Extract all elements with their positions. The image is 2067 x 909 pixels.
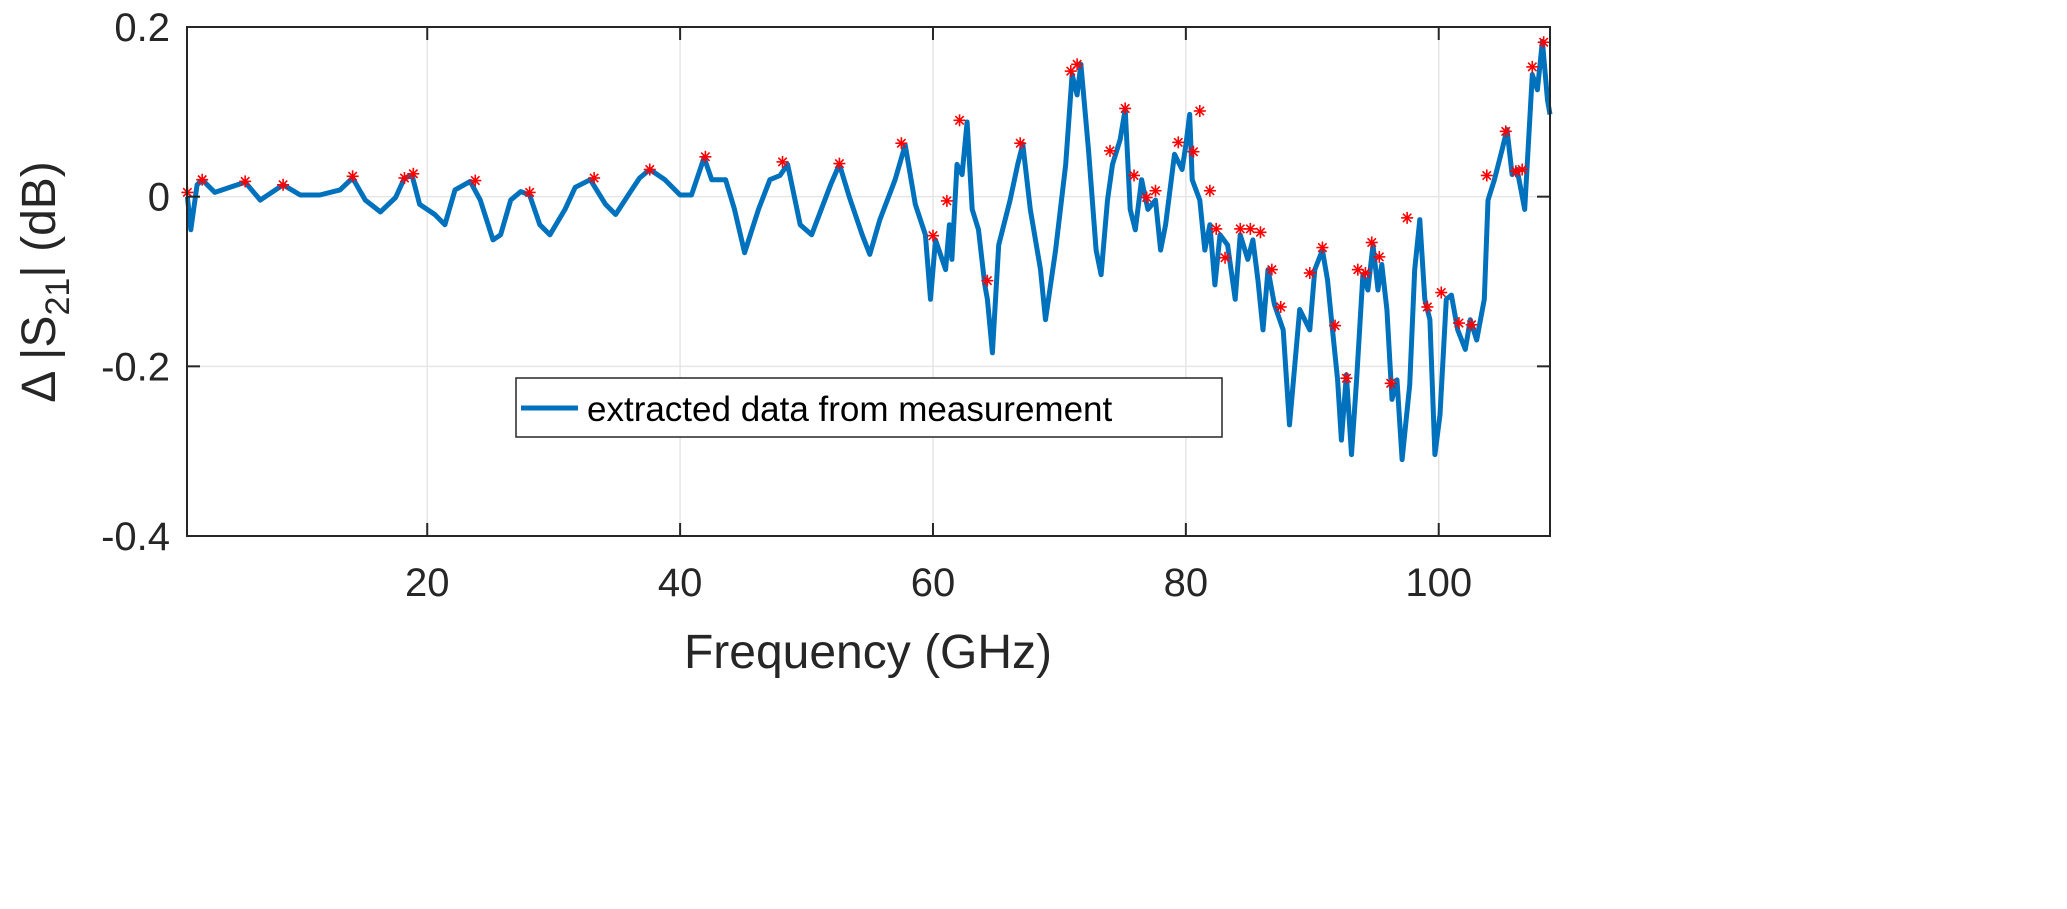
peak-marker [926,229,939,242]
peak-marker [469,174,482,187]
peak-marker [1480,169,1493,182]
peak-marker [1537,36,1550,49]
peak-marker [1254,226,1267,239]
axes-box [186,26,1551,537]
legend-label: extracted data from measurement [587,390,1113,429]
peak-marker [1265,263,1278,276]
peak-marker [699,150,712,163]
peak-marker [1234,222,1247,235]
peak-marker [1244,222,1257,235]
peak-marker [1187,145,1200,158]
legend: extracted data from measurement [515,377,1223,438]
peak-marker [523,186,536,199]
peak-marker [1203,184,1216,197]
y-axis-label: Δ |S21| (dB) [13,161,77,403]
x-tick-label: 40 [658,561,703,605]
peak-marker [1340,372,1353,385]
peak-marker [1359,267,1372,280]
legend-box [515,377,1223,438]
y-tick-label: -0.4 [101,515,170,559]
peak-marker [1435,286,1448,299]
peak-marker [1516,163,1529,176]
ticks: 20 40 60 80 100 0.2 0 -0.2 -0.4 [101,6,1550,605]
peak-marker [981,274,994,287]
peak-marker [398,172,411,185]
peak-marker [1014,137,1027,150]
peak-marker [1316,241,1329,254]
peak-marker [1128,169,1141,182]
peak-marker [1071,58,1084,71]
peak-marker [407,167,420,180]
peak-marker [1064,65,1077,78]
peak-marker [1210,222,1223,235]
peak-marker [277,178,290,191]
peak-marker [1219,251,1232,264]
peak-marker [1193,104,1206,117]
peak-marker [1365,236,1378,249]
plot-area [181,36,1553,463]
peak-marker [1499,125,1512,138]
peak-marker [1149,184,1162,197]
x-tick-label: 20 [405,561,450,605]
peak-marker [196,173,209,186]
x-axis-label: Frequency (GHz) [684,626,1052,679]
peak-marker [1329,319,1342,332]
peak-marker [1421,300,1434,313]
peak-marker [1384,377,1397,390]
peak-marker [346,170,359,183]
peak-marker [1401,211,1414,224]
peak-marker [1140,191,1153,204]
y-tick-label: -0.2 [101,345,170,389]
peak-marker [1465,318,1478,331]
peak-marker [588,172,601,185]
peak-marker [895,137,908,150]
peak-marker [1172,136,1185,149]
peak-marker [1103,144,1116,157]
x-tick-label: 60 [911,561,956,605]
y-tick-label: 0.2 [114,6,170,50]
peak-marker [1119,102,1132,115]
peak-marker [1274,300,1287,313]
peak-marker [643,163,656,176]
peak-marker [1303,267,1316,280]
x-tick-label: 100 [1405,561,1472,605]
peak-marker [1526,60,1539,73]
peak-marker [940,194,953,207]
peak-marker [1452,317,1465,330]
x-tick-label: 80 [1164,561,1209,605]
peak-marker [239,175,252,188]
peak-marker [833,157,846,170]
peak-marker [776,155,789,168]
peak-marker [1373,250,1386,263]
y-tick-label: 0 [148,176,170,220]
peak-marker [953,114,966,127]
